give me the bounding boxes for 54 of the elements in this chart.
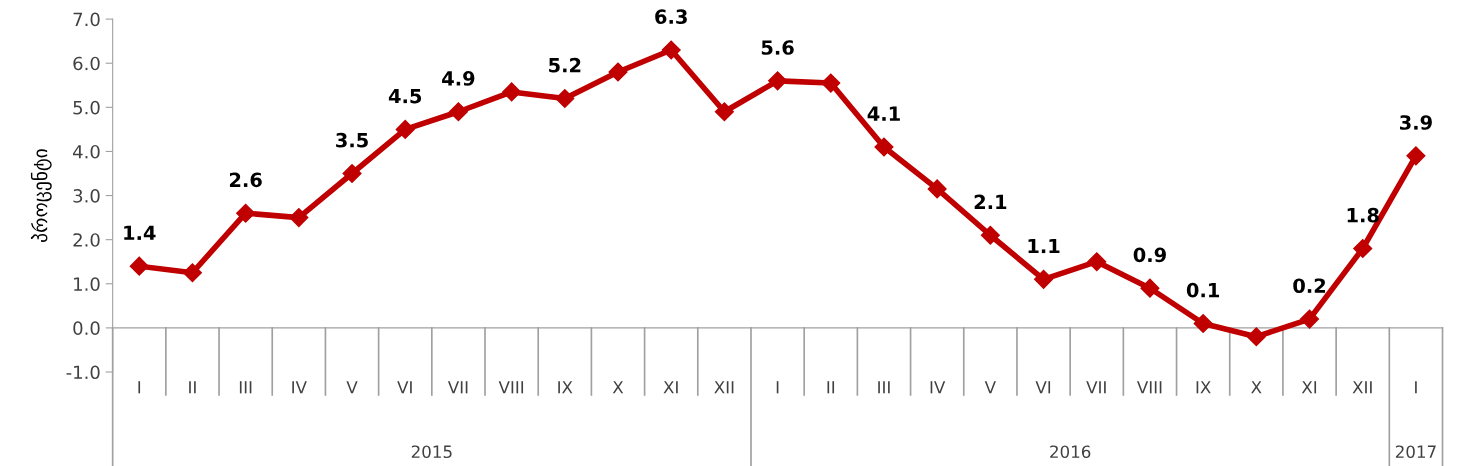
data-label: 1.1 [1028, 238, 1060, 254]
x-tick-label: III [239, 381, 252, 394]
y-tick-label: 7.0 [73, 12, 100, 27]
x-tick-label: IV [930, 381, 946, 394]
y-tick-label: 5.0 [73, 100, 100, 115]
text: 2017 [1395, 445, 1436, 459]
y-tick-label: 2.0 [73, 233, 100, 247]
x-tick-label: I [1415, 381, 1417, 394]
y-tick-label: 6.0 [73, 56, 100, 71]
data-label: 6.3 [655, 9, 687, 24]
x-tick-label: VI [1035, 381, 1051, 394]
data-label: 3.5 [336, 132, 368, 148]
text: 2016 [1050, 445, 1091, 459]
data-label: 2.1 [974, 194, 1007, 209]
x-tick-label: XII [714, 381, 734, 394]
x-tick-label: XII [1352, 381, 1372, 394]
y-tick-label: -1.0 [66, 365, 100, 380]
y-tick-label: 0.0 [73, 321, 100, 336]
data-label: 3.9 [1400, 115, 1432, 130]
x-tick-label: X [612, 381, 624, 394]
x-tick-label: II [827, 381, 835, 394]
data-label: 4.1 [867, 106, 900, 121]
x-tick-label: VII [447, 381, 468, 394]
x-tick-label: IX [558, 381, 573, 394]
x-tick-label: I [138, 381, 141, 394]
data-label: 4.5 [388, 88, 422, 104]
data-label: 4.9 [442, 71, 475, 86]
data-label: 0.2 [1293, 278, 1326, 294]
x-tick-label: X [1251, 381, 1262, 394]
x-tick-label: IV [292, 381, 307, 394]
data-label: 5.2 [549, 57, 581, 73]
x-tick-label: VI [397, 381, 412, 394]
y-tick-label: 3.0 [73, 189, 100, 203]
data-label: 5.6 [761, 40, 794, 55]
y-axis-title: პროცენტი [30, 149, 52, 242]
x-tick-label: XI [663, 381, 678, 394]
x-tick-label: V [984, 381, 996, 394]
data-label: 0.9 [1133, 247, 1166, 263]
y-tick-label: 1.0 [74, 277, 100, 291]
text: 2015 [411, 445, 452, 459]
x-tick-label: VIII [1137, 381, 1162, 394]
data-label: 1.8 [1347, 207, 1379, 223]
data-label: 0.1 [1186, 282, 1220, 298]
x-tick-label: II [189, 381, 196, 394]
data-label: 1.4 [124, 225, 156, 240]
data-label: 2.6 [229, 172, 262, 188]
x-tick-label: I [776, 381, 779, 394]
x-tick-label: III [878, 381, 890, 394]
x-tick-label: IX [1196, 381, 1211, 394]
x-tick-label: VII [1086, 381, 1106, 394]
x-tick-label: XI [1301, 381, 1317, 394]
x-tick-label: V [346, 381, 358, 394]
y-tick-label: 4.0 [73, 144, 100, 159]
x-tick-label: VIII [498, 381, 524, 394]
